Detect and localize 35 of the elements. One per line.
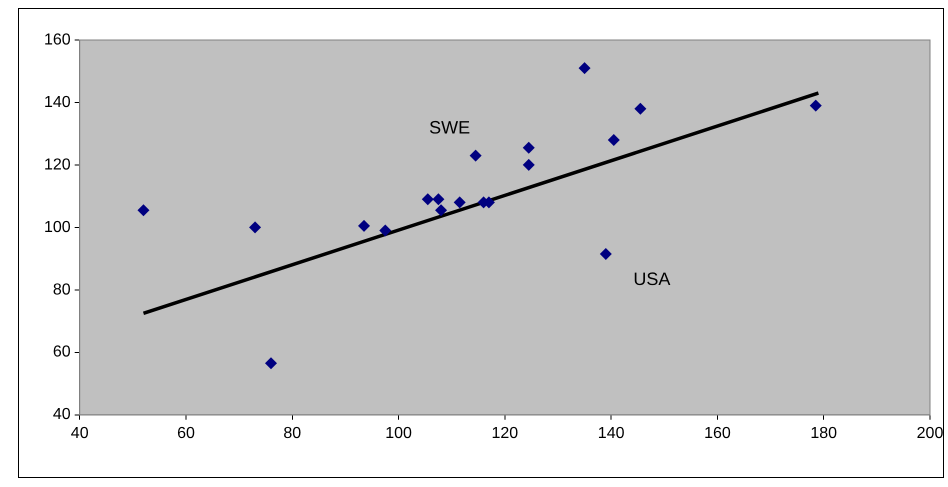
y-tick-label: 60	[52, 344, 71, 361]
point	[578, 62, 591, 74]
point	[608, 134, 620, 146]
point	[249, 221, 262, 234]
point	[600, 248, 612, 260]
point	[358, 220, 370, 232]
point	[432, 193, 444, 206]
x-tick-label: 180	[810, 424, 838, 442]
y-tick-label: 100	[44, 218, 71, 236]
x-tick-label: 160	[704, 424, 731, 442]
y-tick-label: 140	[44, 94, 71, 111]
point	[470, 150, 482, 162]
point	[522, 142, 535, 154]
point	[422, 193, 434, 206]
point	[379, 224, 392, 237]
annotation: USA	[633, 268, 670, 289]
y-tick-label: 80	[52, 281, 71, 298]
annotation: SWE	[429, 118, 470, 138]
y-tick-label: 120	[44, 156, 71, 174]
x-tick-label: 80	[283, 424, 302, 442]
y-tick-label: 40	[52, 406, 71, 424]
x-tick-label: 140	[598, 424, 625, 442]
point	[435, 204, 448, 216]
y-tick-label: 160	[44, 31, 71, 48]
point	[454, 196, 466, 208]
x-tick-label: 40	[70, 424, 89, 442]
x-tick-label: 120	[491, 424, 518, 442]
point	[634, 102, 646, 115]
x-tick-label: 200	[916, 424, 944, 442]
x-tick-label: 100	[385, 424, 412, 442]
point	[137, 204, 150, 216]
point	[522, 158, 535, 171]
point	[810, 100, 822, 112]
point	[265, 357, 278, 370]
x-tick-label: 60	[177, 424, 195, 442]
